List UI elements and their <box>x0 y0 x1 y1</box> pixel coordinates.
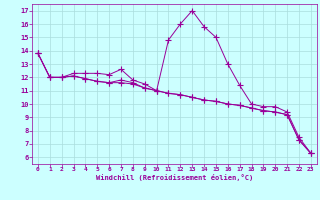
X-axis label: Windchill (Refroidissement éolien,°C): Windchill (Refroidissement éolien,°C) <box>96 174 253 181</box>
